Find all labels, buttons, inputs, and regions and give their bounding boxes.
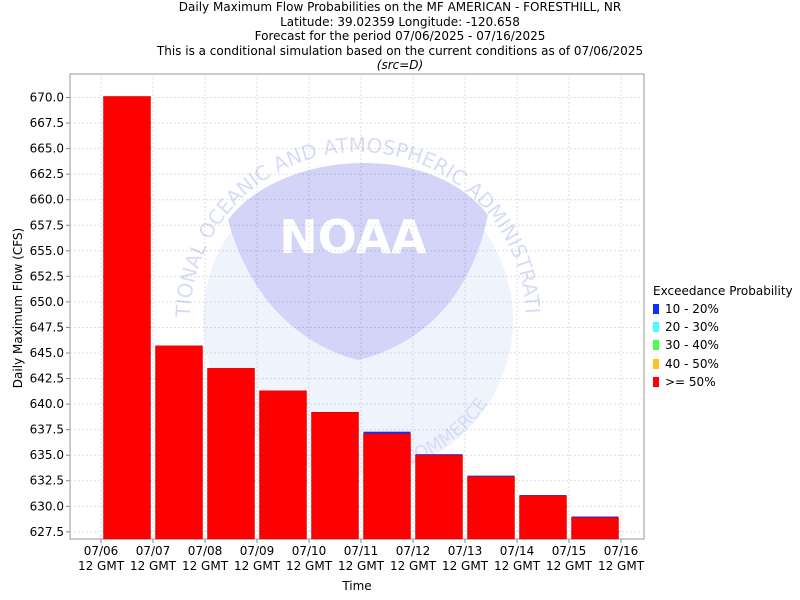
chart-condition-note: This is a conditional simulation based o… [156, 43, 644, 58]
x-tick-tz: 12 GMT [494, 559, 541, 573]
legend-label: 30 - 40% [665, 338, 719, 353]
y-tick-label: 630.0 [30, 499, 64, 513]
grid-lines [70, 74, 644, 539]
bar-50-3 [207, 368, 255, 540]
y-tick-label: 667.5 [30, 116, 64, 130]
chart-period: Forecast for the period 07/06/2025 - 07/… [254, 29, 546, 43]
y-axis-title: Daily Maximum Flow (CFS) [11, 228, 25, 388]
y-tick-label: 670.0 [30, 91, 64, 105]
x-tick-date: 07/07 [136, 544, 171, 558]
y-axis: 627.5 630.0 632.5 635.0 637.5 640.0 642.5 645.0… [30, 91, 70, 539]
x-tick-tz: 12 GMT [234, 559, 281, 573]
x-tick-tz: 12 GMT [598, 559, 645, 573]
x-tick-tz: 12 GMT [182, 559, 229, 573]
chart-source: (src=D) [376, 58, 424, 72]
x-tick-date: 07/11 [344, 544, 379, 558]
y-tick-label: 660.0 [30, 193, 64, 207]
noaa-bird-shape [228, 162, 488, 360]
y-tick-label: 665.0 [30, 142, 64, 156]
y-tick-label: 637.5 [30, 423, 64, 437]
x-tick-tz: 12 GMT [78, 559, 125, 573]
legend-swatch [653, 340, 659, 351]
bar-50-7 [415, 454, 463, 540]
y-tick-label: 662.5 [30, 167, 64, 181]
y-tick-label: 652.5 [30, 269, 64, 283]
legend-title: Exceedance Probability [653, 284, 793, 298]
x-tick-date: 07/12 [396, 544, 431, 558]
legend-swatch [653, 322, 659, 333]
y-tick-label: 655.0 [30, 244, 64, 258]
x-tick-tz: 12 GMT [442, 559, 489, 573]
legend-label: >= 50% [665, 374, 716, 389]
bar-50-5 [311, 412, 359, 540]
legend-swatch [653, 376, 659, 387]
y-tick-label: 657.5 [30, 218, 64, 232]
x-tick-date: 07/10 [292, 544, 327, 558]
legend-label: 10 - 20% [665, 302, 719, 317]
bar-50-4 [259, 390, 307, 540]
y-tick-label: 635.0 [30, 448, 64, 462]
legend-label: 40 - 50% [665, 356, 719, 371]
legend-swatch [653, 304, 659, 315]
x-tick-tz: 12 GMT [130, 559, 177, 573]
legend-item: >= 50% [653, 373, 793, 391]
x-tick-tz: 12 GMT [338, 559, 385, 573]
legend-item: 40 - 50% [653, 355, 793, 373]
x-tick-date: 07/13 [448, 544, 483, 558]
y-tick-label: 647.5 [30, 320, 64, 334]
y-tick-label: 645.0 [30, 346, 64, 360]
x-tick-tz: 12 GMT [546, 559, 593, 573]
noaa-logo-text: NOAA [279, 210, 427, 264]
legend-items: 10 - 20% 20 - 30% 30 - 40% 40 - 50% >= 50% [653, 300, 793, 391]
x-tick-date: 07/15 [552, 544, 587, 558]
legend: Exceedance Probability 10 - 20% 20 - 30% 3… [653, 284, 793, 391]
x-tick-tz: 12 GMT [390, 559, 437, 573]
y-tick-label: 640.0 [30, 397, 64, 411]
bar-series [103, 96, 619, 540]
y-tick-label: 627.5 [30, 525, 64, 539]
bar-50-2 [155, 345, 203, 540]
y-tick-label: 642.5 [30, 372, 64, 386]
legend-item: 10 - 20% [653, 300, 793, 318]
x-axis-title: Time [341, 579, 371, 593]
x-tick-date: 07/08 [188, 544, 223, 558]
legend-item: 20 - 30% [653, 318, 793, 336]
y-tick-label: 632.5 [30, 474, 64, 488]
chart-location: Latitude: 39.02359 Longitude: -120.658 [280, 14, 520, 29]
x-tick-date: 07/14 [500, 544, 535, 558]
bar-50-10 [571, 517, 619, 540]
chart-title: Daily Maximum Flow Probabilities on the … [178, 0, 622, 14]
x-tick-tz: 12 GMT [286, 559, 333, 573]
bar-50-1 [103, 96, 151, 540]
bar-50-9 [519, 495, 567, 540]
x-tick-date: 07/09 [240, 544, 275, 558]
legend-label: 20 - 30% [665, 320, 719, 335]
legend-item: 30 - 40% [653, 336, 793, 354]
x-tick-date: 07/16 [604, 544, 639, 558]
legend-swatch [653, 358, 659, 369]
x-tick-date: 07/06 [84, 544, 119, 558]
chart-title-block: Daily Maximum Flow Probabilities on the … [0, 0, 800, 73]
bar-50-8 [467, 476, 515, 540]
bar-50-6 [363, 433, 411, 540]
y-tick-label: 650.0 [30, 295, 64, 309]
